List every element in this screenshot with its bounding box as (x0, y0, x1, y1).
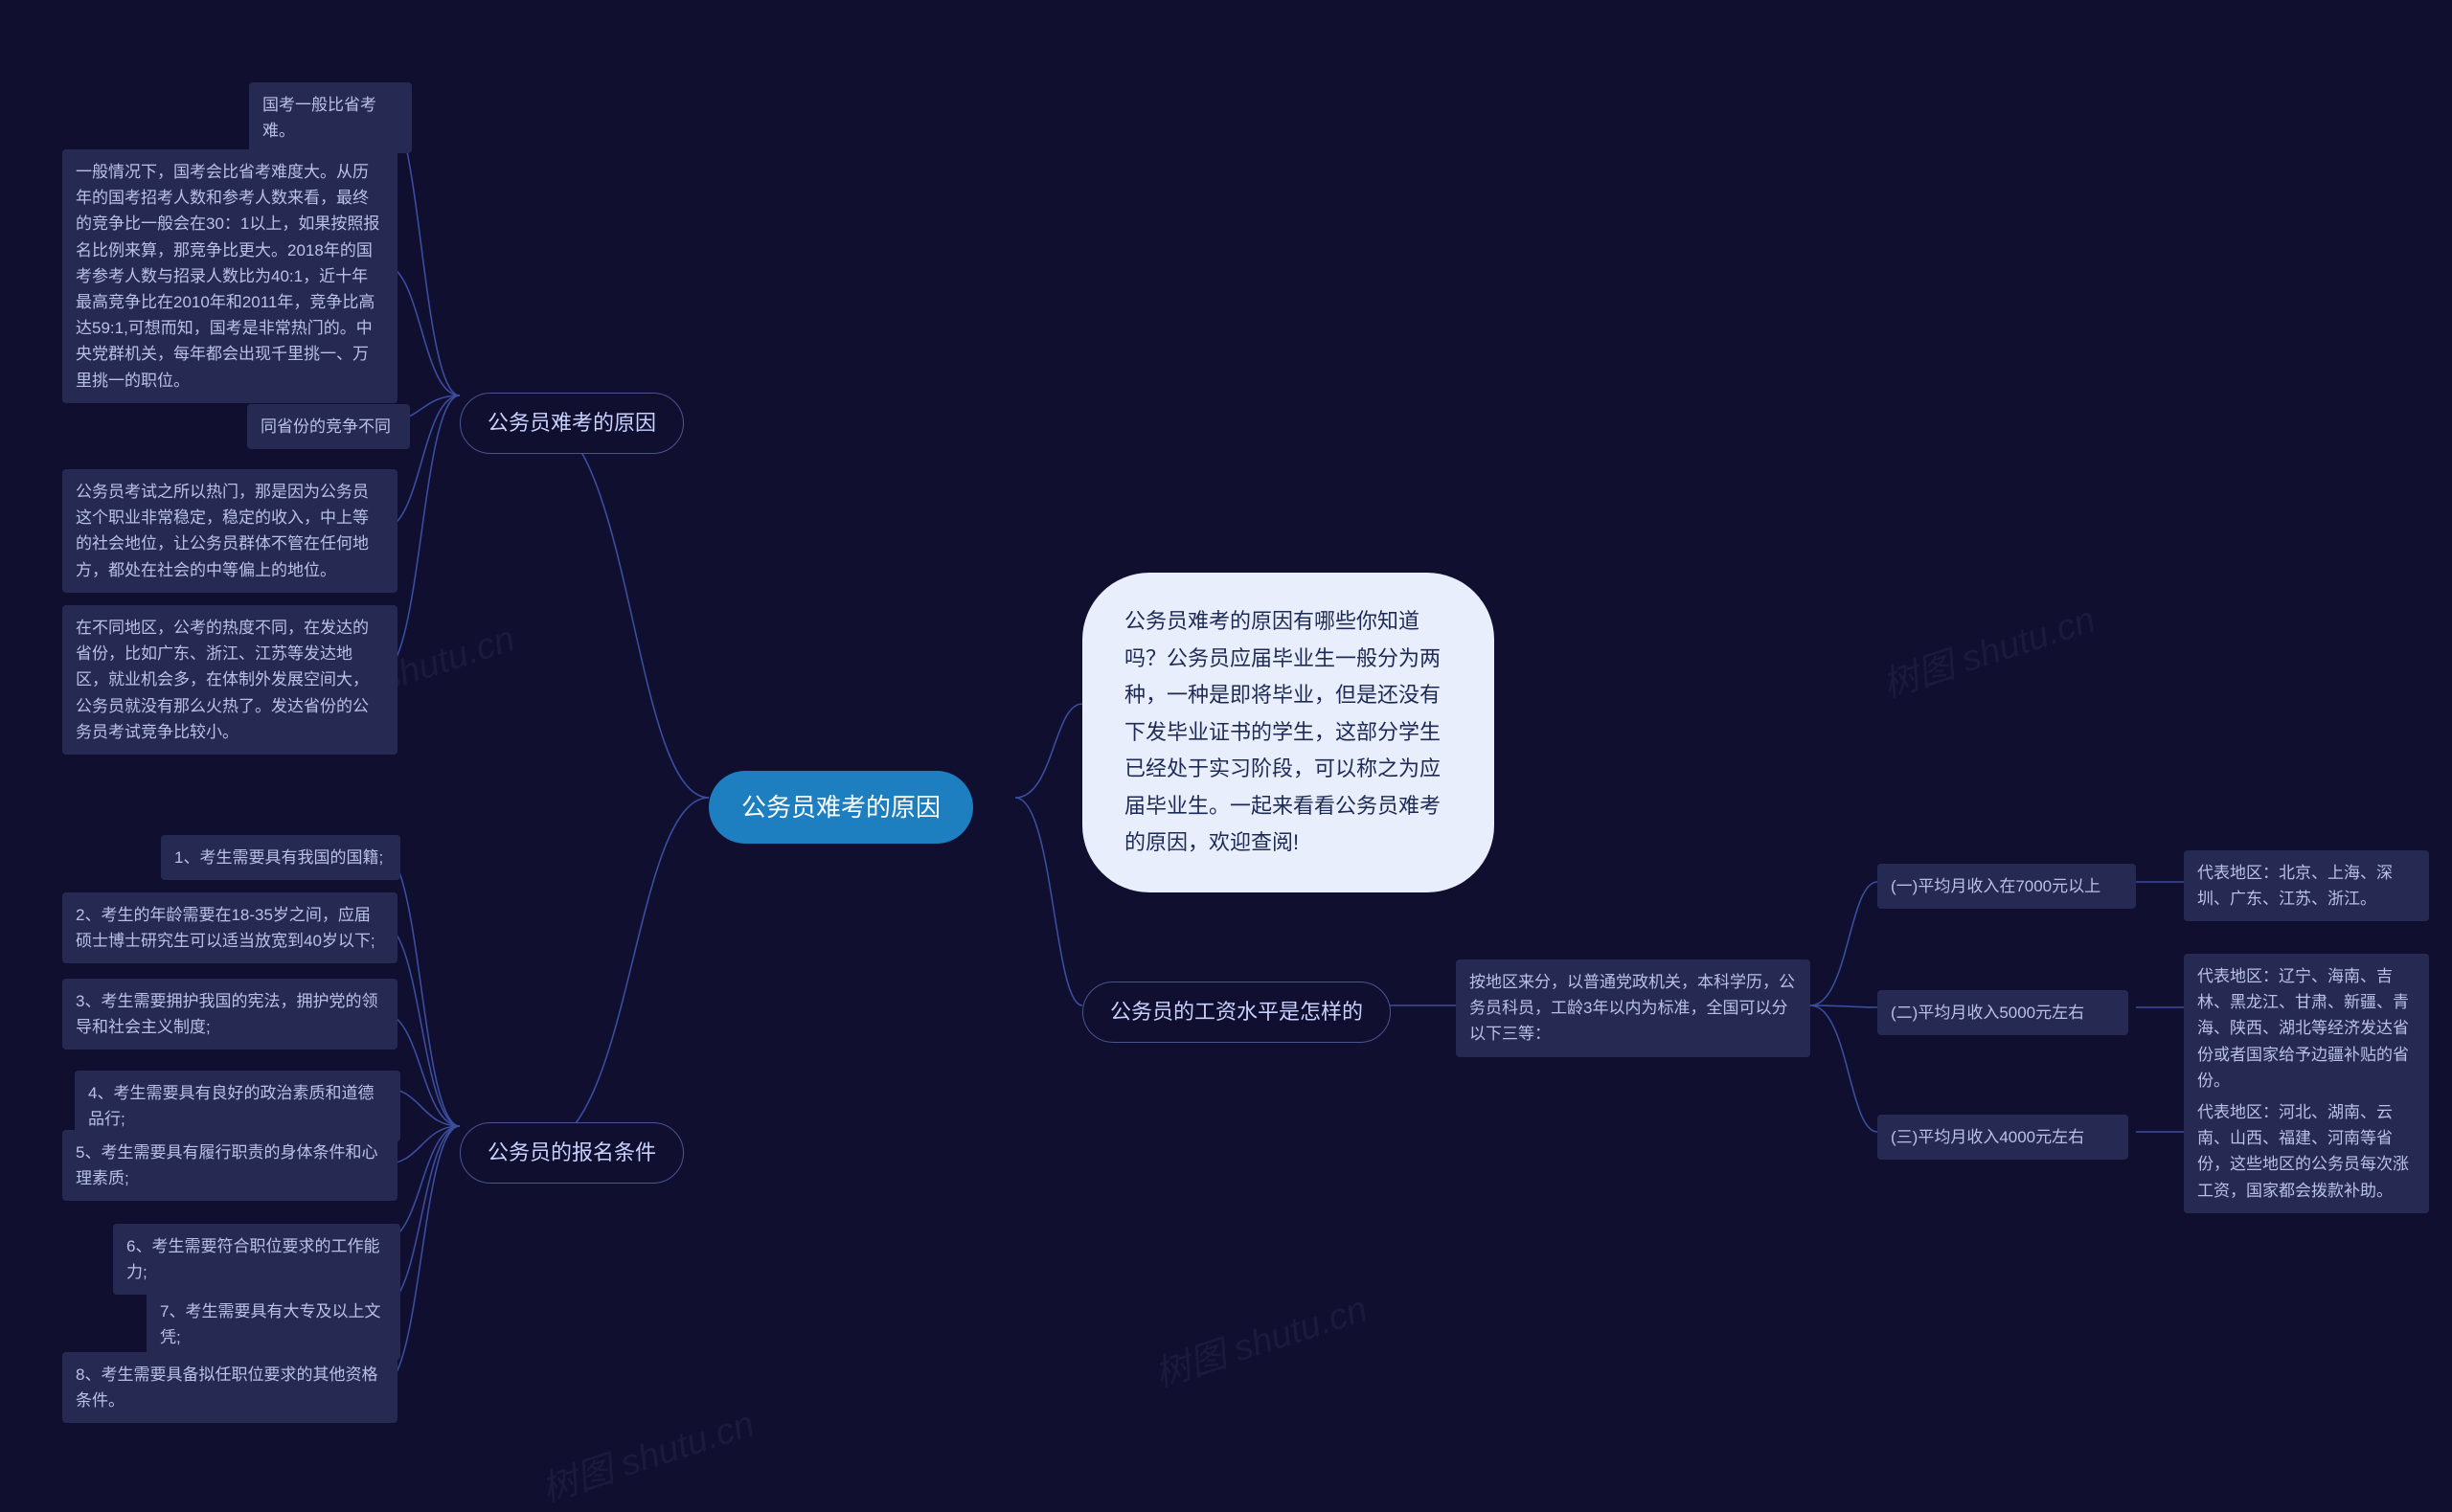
branch-salary[interactable]: 公务员的工资水平是怎样的 (1082, 982, 1391, 1043)
reasons-leaf-4: 在不同地区，公考的热度不同，在发达的省份，比如广东、浙江、江苏等发达地区，就业机… (62, 605, 397, 755)
watermark: 树图 shutu.cn (1874, 590, 2100, 708)
req-leaf-0: 1、考生需要具有我国的国籍; (161, 835, 400, 880)
req-leaf-6: 7、考生需要具有大专及以上文凭; (147, 1289, 400, 1360)
intro-node: 公务员难考的原因有哪些你知道吗？公务员应届毕业生一般分为两种，一种是即将毕业，但… (1082, 573, 1494, 892)
reasons-leaf-1: 一般情况下，国考会比省考难度大。从历年的国考招考人数和参考人数来看，最终的竞争比… (62, 149, 397, 403)
salary-tier-1-detail: 代表地区：辽宁、海南、吉林、黑龙江、甘肃、新疆、青海、陕西、湖北等经济发达省份或… (2184, 954, 2429, 1103)
req-leaf-2: 3、考生需要拥护我国的宪法，拥护党的领导和社会主义制度; (62, 979, 397, 1049)
salary-tier-0-title: (一)平均月收入在7000元以上 (1877, 864, 2136, 909)
watermark: 树图 shutu.cn (1147, 1279, 1373, 1397)
reasons-leaf-0: 国考一般比省考难。 (249, 82, 412, 153)
req-leaf-5: 6、考生需要符合职位要求的工作能力; (113, 1224, 400, 1295)
salary-tier-0-detail: 代表地区：北京、上海、深圳、广东、江苏、浙江。 (2184, 850, 2429, 921)
salary-intro-leaf: 按地区来分，以普通党政机关，本科学历，公务员科员，工龄3年以内为标准，全国可以分… (1456, 959, 1810, 1057)
branch-reasons[interactable]: 公务员难考的原因 (460, 393, 684, 454)
req-leaf-7: 8、考生需要具备拟任职位要求的其他资格条件。 (62, 1352, 397, 1423)
branch-requirements[interactable]: 公务员的报名条件 (460, 1122, 684, 1184)
salary-tier-2-title: (三)平均月收入4000元左右 (1877, 1115, 2128, 1160)
root-node[interactable]: 公务员难考的原因 (709, 771, 973, 844)
salary-tier-1-title: (二)平均月收入5000元左右 (1877, 990, 2128, 1035)
reasons-leaf-3: 公务员考试之所以热门，那是因为公务员这个职业非常稳定，稳定的收入，中上等的社会地… (62, 469, 397, 593)
req-leaf-4: 5、考生需要具有履行职责的身体条件和心理素质; (62, 1130, 397, 1201)
watermark: 树图 shutu.cn (534, 1394, 760, 1512)
reasons-leaf-2: 同省份的竞争不同 (247, 404, 410, 449)
salary-tier-2-detail: 代表地区：河北、湖南、云南、山西、福建、河南等省份，这些地区的公务员每次涨工资，… (2184, 1090, 2429, 1213)
req-leaf-1: 2、考生的年龄需要在18-35岁之间，应届硕士博士研究生可以适当放宽到40岁以下… (62, 892, 397, 963)
